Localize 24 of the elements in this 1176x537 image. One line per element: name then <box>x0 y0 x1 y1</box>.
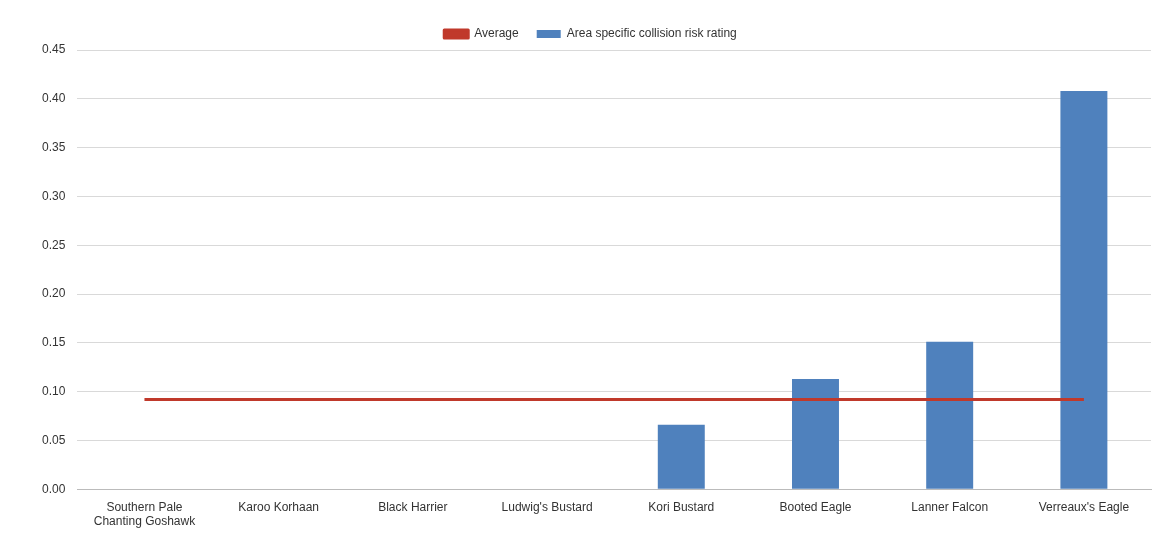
y-tick-label: 0.05 <box>42 432 66 447</box>
y-tick-label: 0.45 <box>42 42 66 57</box>
y-tick-label: 0.15 <box>42 335 66 350</box>
x-tick-label: Booted Eagle <box>779 499 852 514</box>
y-tick-label: 0.40 <box>42 91 66 106</box>
bar <box>1060 90 1108 489</box>
x-tick-label: Southern Pale Chanting Goshawk <box>93 499 197 529</box>
x-tick-label: Black Harrier <box>378 499 448 514</box>
y-tick-label: 0.20 <box>42 286 66 301</box>
legend-label: Average <box>474 26 520 41</box>
x-tick-label: Kori Bustard <box>648 499 715 514</box>
bar <box>657 424 705 489</box>
y-tick-label: 0.10 <box>42 383 66 398</box>
y-tick-label: 0.30 <box>42 188 66 203</box>
y-tick-label: 0.25 <box>42 237 66 252</box>
x-tick-label: Lanner Falcon <box>911 499 989 514</box>
bar <box>926 341 974 489</box>
legend-label: Area specific collision risk rating <box>566 26 737 41</box>
bar <box>792 378 839 489</box>
y-tick-label: 0.00 <box>42 481 66 496</box>
x-tick-label: Verreaux's Eagle <box>1038 499 1130 514</box>
y-tick-label: 0.35 <box>42 139 66 154</box>
x-tick-label: Ludwig's Bustard <box>501 499 593 514</box>
x-tick-label: Karoo Korhaan <box>238 499 320 514</box>
